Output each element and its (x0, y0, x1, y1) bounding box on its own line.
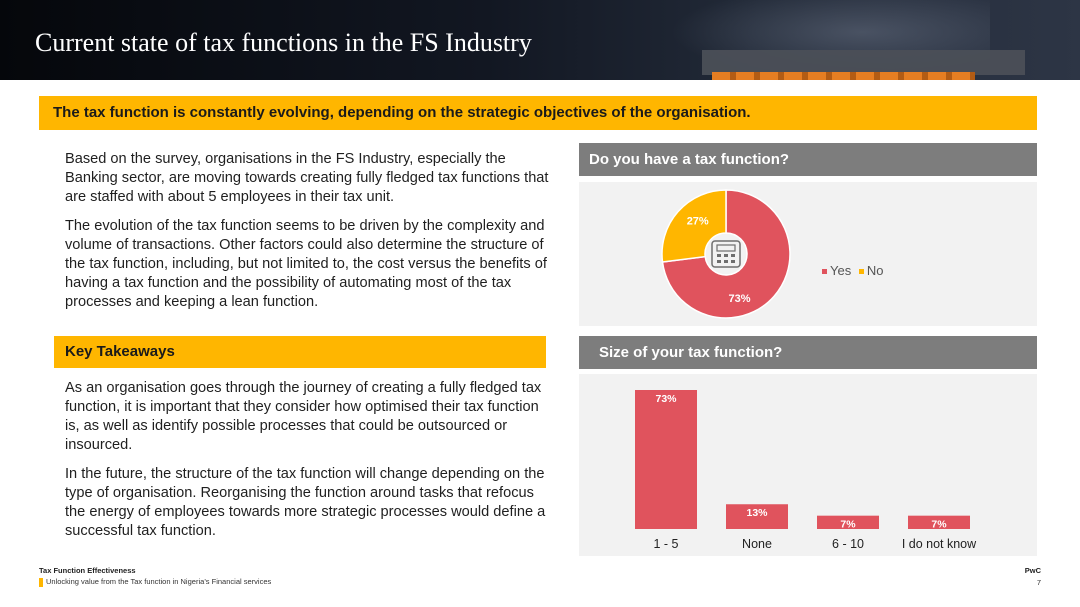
pie-panel-title: Do you have a tax function? (579, 143, 1037, 176)
takeaway-paragraph-1: As an organisation goes through the jour… (65, 380, 542, 453)
takeaway-paragraph-2: In the future, the structure of the tax … (65, 466, 546, 539)
footer-title: Tax Function Effectiveness (39, 566, 136, 575)
page-title: Current state of tax functions in the FS… (35, 28, 532, 57)
header-decorative-bar (702, 50, 1025, 75)
pie-chart: 73% 27% (661, 189, 791, 319)
bar-category-6-10: 6 - 10 (832, 537, 864, 551)
bar-category-none: None (742, 537, 772, 551)
bar-1-5 (635, 390, 697, 529)
legend-label-no: No (866, 263, 884, 278)
legend-item-yes: Yes (822, 263, 851, 278)
bar-label-6-10: 7% (840, 519, 856, 531)
footer-accent-mark (39, 577, 43, 587)
pie-slice-no (661, 189, 727, 263)
bar-chart: 73% 1 - 5 13% None 7% 6 - 10 7% I do not know (635, 390, 977, 551)
pie-panel: 73% 27% (579, 182, 1037, 326)
legend-label-yes: Yes (830, 263, 852, 278)
legend-swatch-no (858, 269, 864, 275)
key-takeaways-heading: Key Takeaways (54, 336, 546, 368)
legend-item-no: No (858, 263, 884, 278)
bar-6-10 (817, 515, 879, 529)
header-band: Current state of tax functions in the FS… (0, 0, 1080, 80)
bar-i-do-not-know (908, 515, 970, 529)
body-paragraph-2: The evolution of the tax function seems … (65, 218, 547, 310)
pie-legend: Yes No (822, 263, 887, 278)
pie-slice-yes (661, 189, 791, 319)
pie-label-yes: 73% (729, 293, 751, 305)
footer-subtitle: Unlocking value from the Tax function in… (39, 577, 271, 587)
bar-label-1-5: 73% (655, 393, 677, 405)
footer-subtitle-text: Unlocking value from the Tax function in… (46, 577, 272, 586)
calculator-icon (711, 240, 741, 268)
bar-label-none: 13% (746, 507, 768, 519)
bar-label-i-do-not-know: 7% (931, 519, 947, 531)
footer-brand: PwC (1024, 566, 1041, 575)
body-paragraph-1: Based on the survey, organisations in th… (65, 151, 549, 205)
bar-panel-title: Size of your tax function? (579, 336, 1037, 369)
page-number: 7 (1036, 578, 1041, 587)
bar-category-1-5: 1 - 5 (653, 537, 678, 551)
pie-label-no: 27% (687, 215, 709, 227)
header-decorative-accent (712, 72, 975, 80)
legend-swatch-yes (822, 269, 827, 275)
bar-panel: 73% 1 - 5 13% None 7% 6 - 10 7% I do not know (579, 374, 1037, 556)
bar-category-i-do-not-know: I do not know (902, 537, 977, 551)
bar-none (726, 504, 788, 529)
banner-statement: The tax function is constantly evolving,… (39, 96, 1037, 130)
